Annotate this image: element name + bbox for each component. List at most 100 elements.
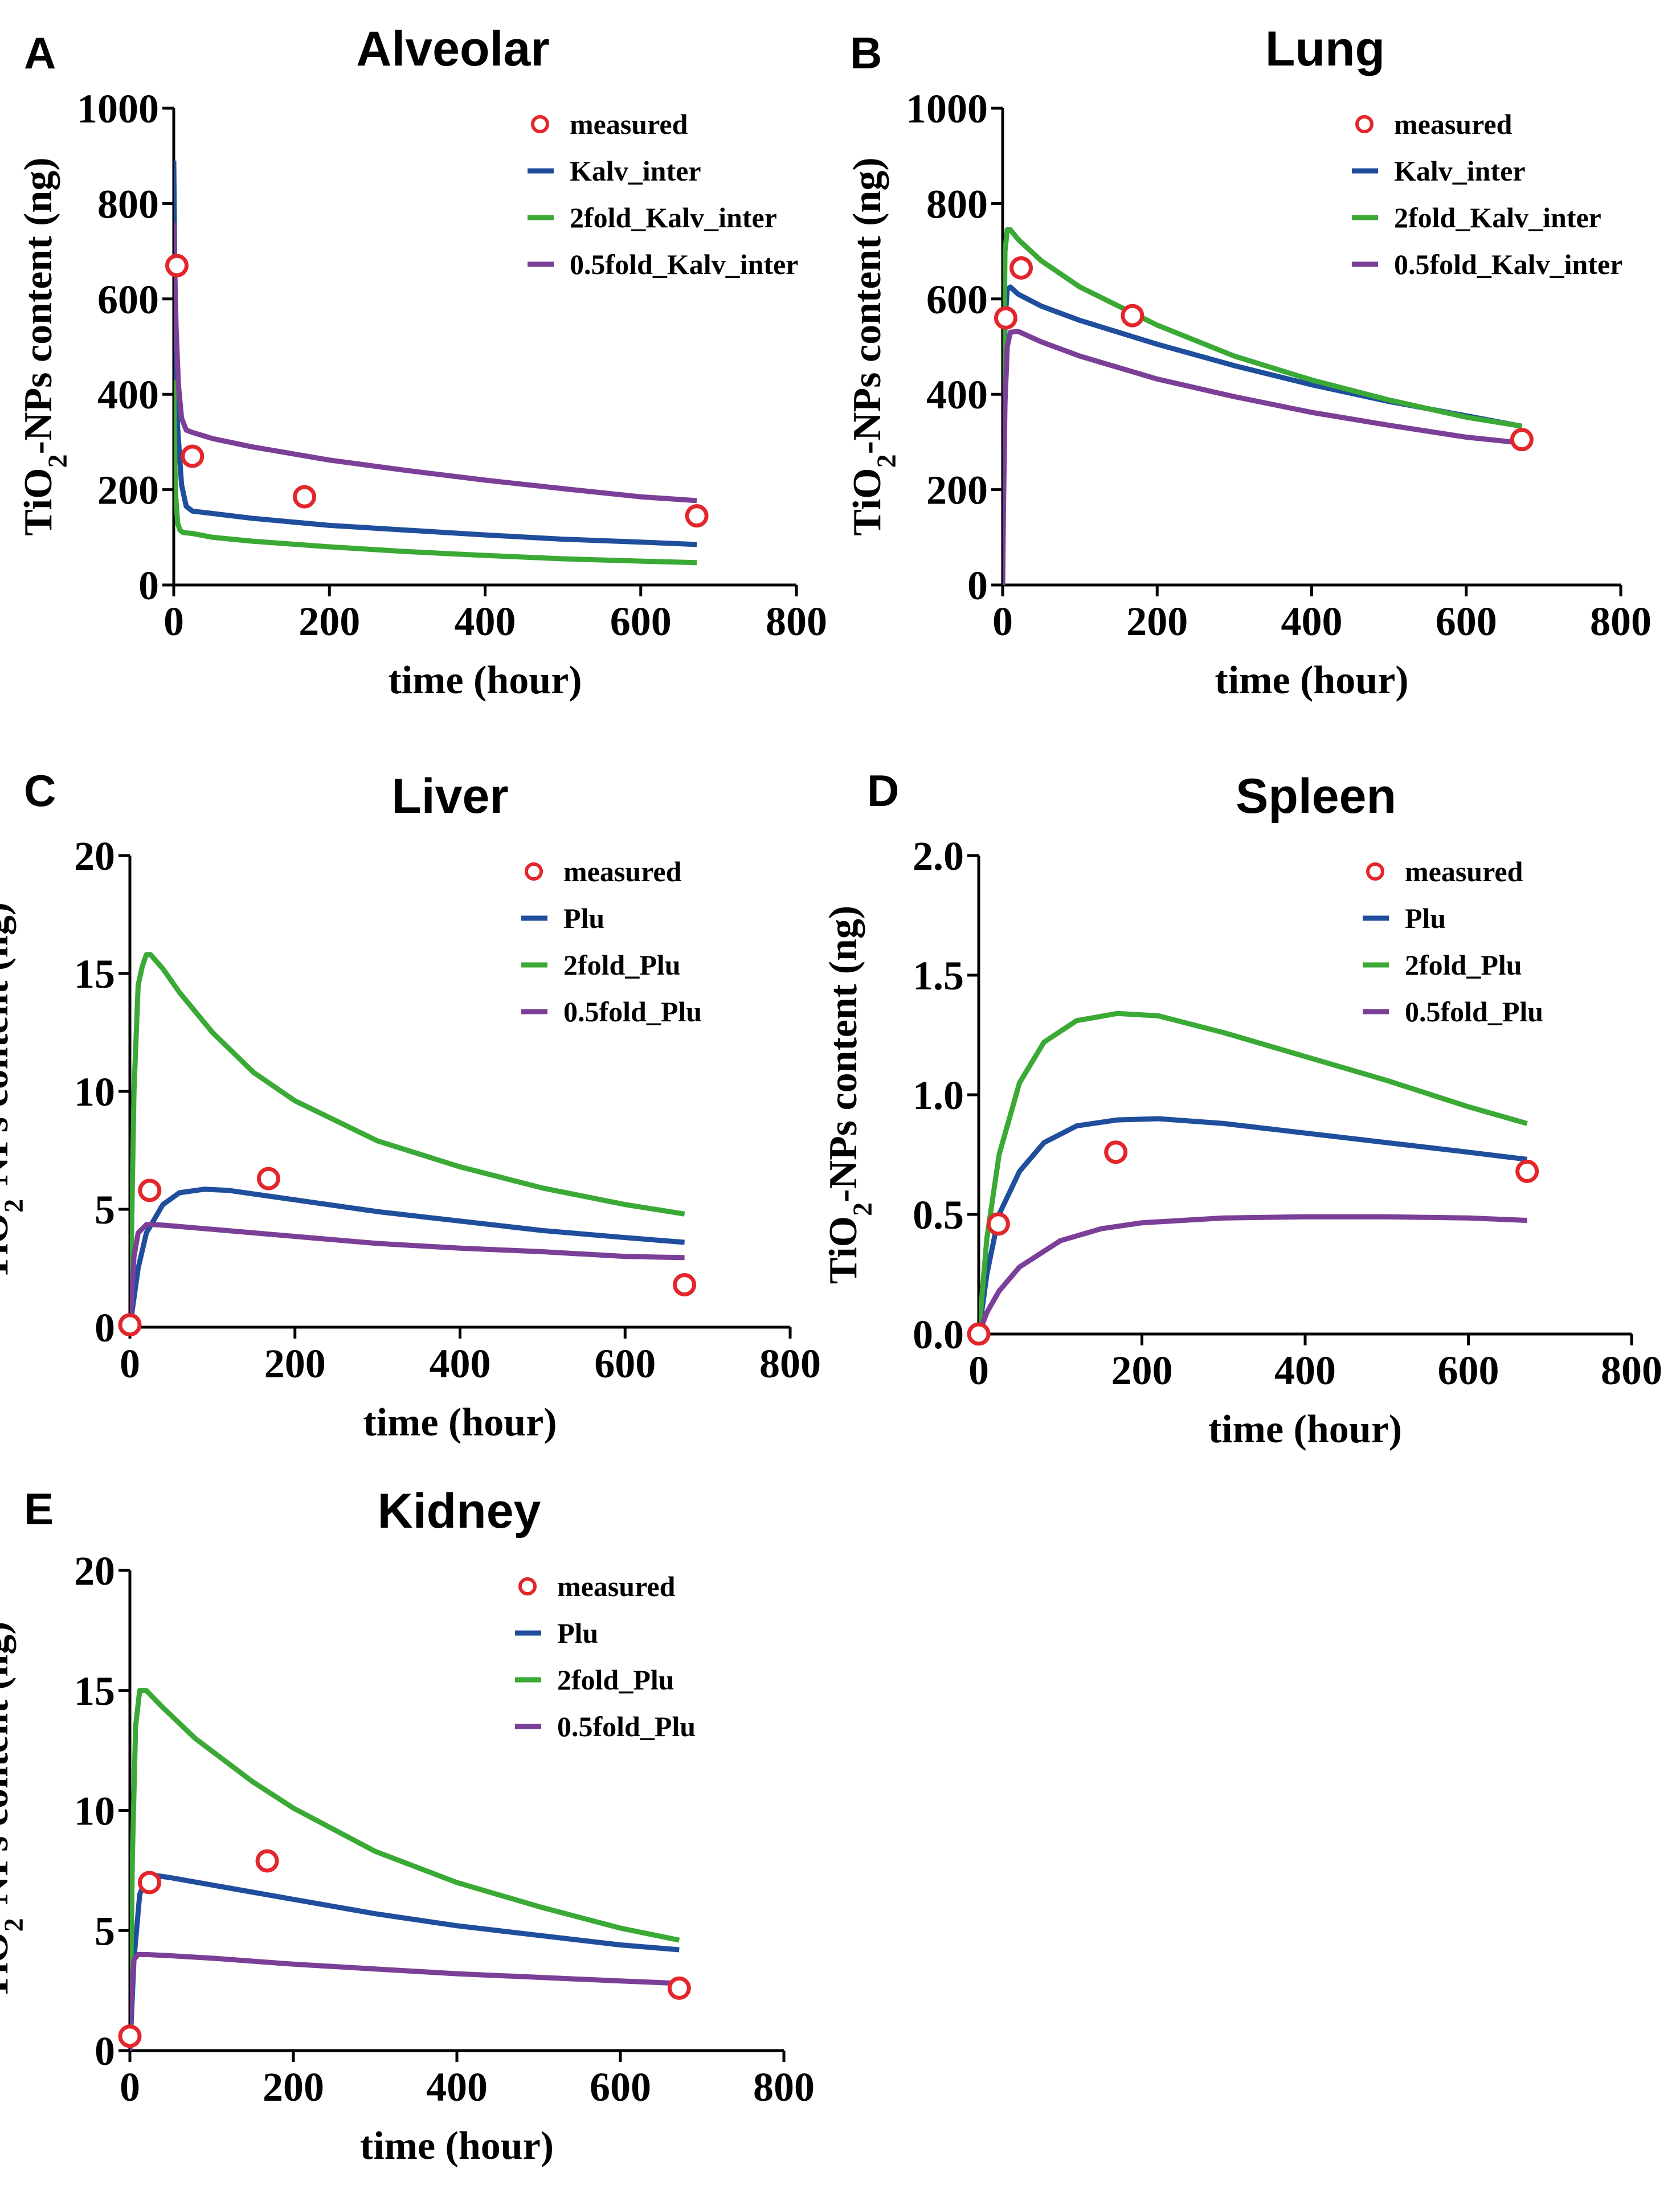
y-axis-label-main: TiO xyxy=(0,1932,17,1999)
y-tick-label: 0 xyxy=(95,2028,115,2074)
series-line-half xyxy=(979,1214,1527,1334)
legend-label: 2fold_Plu xyxy=(1405,949,1522,981)
y-tick-label: 1000 xyxy=(77,86,159,132)
x-tick-label: 0 xyxy=(992,599,1013,644)
x-tick-label: 600 xyxy=(1438,1348,1499,1393)
legend-marker-measured xyxy=(1366,862,1384,881)
panel-b: B Lung 0 200 400 600 800 1000 0 200 400 600 800 time … xyxy=(845,22,1652,702)
series-line-double xyxy=(130,1688,680,2051)
measured-point xyxy=(673,1273,697,1296)
series-line-half xyxy=(174,222,697,504)
y-tick-label: 20 xyxy=(74,1548,115,1594)
y-tick-label: 5 xyxy=(95,1908,115,1954)
panel-letter: D xyxy=(867,766,899,816)
y-tick-label: 600 xyxy=(97,277,159,322)
x-tick-label: 0 xyxy=(120,1341,140,1386)
x-tick-label: 400 xyxy=(1281,599,1343,644)
x-tick-label: 400 xyxy=(430,1341,491,1386)
panel-letter: C xyxy=(24,766,56,816)
x-tick-label: 200 xyxy=(299,599,360,644)
x-tick-label: 600 xyxy=(594,1341,656,1386)
y-tick-label: 400 xyxy=(97,372,159,418)
panel-letter: A xyxy=(24,28,56,78)
y-tick-label: 5 xyxy=(95,1187,115,1233)
measured-point xyxy=(181,444,205,468)
x-axis-label: time (hour) xyxy=(1215,658,1408,702)
y-tick-label: 10 xyxy=(74,1069,115,1115)
legend-label: Kalv_inter xyxy=(1394,155,1526,187)
legend-label: measured xyxy=(563,856,682,887)
series-line-base xyxy=(130,1872,680,2051)
legend-label: 0.5fold_Plu xyxy=(1405,996,1543,1028)
panel-title: Alveolar xyxy=(356,22,549,76)
measured-point xyxy=(994,306,1017,330)
series-line-half xyxy=(1003,329,1522,585)
legend-label: 0.5fold_Kalv_inter xyxy=(570,248,798,280)
panel-a: A Alveolar 0 200 400 600 800 1000 0 200 400 600 800 t… xyxy=(17,22,827,702)
x-tick-label: 200 xyxy=(264,1341,326,1386)
panel-d: D Spleen 0.0 0.5 1.0 1.5 2.0 0 200 400 600 800 time … xyxy=(821,766,1662,1451)
y-tick-label: 600 xyxy=(926,277,988,322)
measured-point xyxy=(165,253,189,277)
y-axis-label: TiO2-NPs content (ng) xyxy=(845,157,902,535)
legend-label: Plu xyxy=(1405,902,1446,934)
y-axis-label-subscript: 2 xyxy=(872,454,902,468)
y-axis-label-main: TiO xyxy=(17,468,60,535)
x-tick-label: 400 xyxy=(455,599,516,644)
y-tick-label: 800 xyxy=(926,181,988,227)
y-axis-label-main: TiO xyxy=(845,468,889,535)
y-tick-label: 10 xyxy=(74,1789,115,1834)
y-tick-label: 15 xyxy=(74,1668,115,1714)
series-line-double xyxy=(174,380,697,566)
x-tick-label: 800 xyxy=(759,1341,821,1386)
x-tick-label: 600 xyxy=(590,2064,651,2110)
x-tick-label: 200 xyxy=(1126,599,1188,644)
x-axis-label: time (hour) xyxy=(363,1401,557,1445)
y-axis-label: TiO2-NPs content (ng) xyxy=(17,157,73,535)
panel-title: Lung xyxy=(1265,22,1385,76)
measured-point xyxy=(256,1167,280,1190)
x-tick-label: 400 xyxy=(1274,1348,1336,1393)
y-tick-label: 400 xyxy=(926,372,988,418)
series-line-half xyxy=(130,1222,685,1327)
y-axis-label-subscript: 2 xyxy=(43,454,73,468)
measured-point xyxy=(293,485,317,509)
legend-label: measured xyxy=(557,1570,676,1602)
measured-point xyxy=(118,1313,142,1337)
y-tick-label: 200 xyxy=(97,468,159,513)
y-axis-label-subscript: 2 xyxy=(848,1202,878,1216)
panel-title: Spleen xyxy=(1236,769,1396,824)
x-tick-label: 0 xyxy=(968,1348,989,1393)
y-tick-label: 20 xyxy=(74,833,115,879)
legend-label: 0.5fold_Plu xyxy=(563,996,702,1028)
y-tick-label: 800 xyxy=(97,181,159,227)
measured-point xyxy=(118,2024,142,2048)
measured-point xyxy=(685,504,709,528)
x-tick-label: 400 xyxy=(426,2064,488,2110)
x-tick-label: 200 xyxy=(263,2064,324,2110)
measured-point xyxy=(1009,256,1033,280)
series-line-half xyxy=(130,1951,680,2051)
y-axis-label-rest: -NPs content (ng) xyxy=(0,902,17,1199)
x-tick-label: 0 xyxy=(120,2064,140,2110)
y-tick-label: 1.5 xyxy=(913,953,964,999)
x-tick-label: 0 xyxy=(163,599,184,644)
series-line-base xyxy=(979,1116,1528,1334)
legend-label: 2fold_Plu xyxy=(557,1664,675,1696)
series-line-base xyxy=(174,161,697,547)
y-tick-label: 0 xyxy=(967,563,988,608)
legend-label: 0.5fold_Plu xyxy=(557,1711,696,1742)
y-axis-label-main: TiO xyxy=(821,1216,865,1284)
panel-title: Liver xyxy=(391,769,509,824)
y-axis-label-subscript: 2 xyxy=(0,1199,29,1213)
legend-label: 0.5fold_Kalv_inter xyxy=(1394,248,1622,280)
series-line-double xyxy=(130,952,685,1327)
panel-title: Kidney xyxy=(378,1484,541,1539)
series-line-base xyxy=(130,1186,685,1327)
x-axis-label: time (hour) xyxy=(360,2124,554,2168)
legend-marker-measured xyxy=(1355,115,1374,133)
y-tick-label: 0 xyxy=(138,563,159,608)
x-axis-label: time (hour) xyxy=(1208,1407,1402,1451)
